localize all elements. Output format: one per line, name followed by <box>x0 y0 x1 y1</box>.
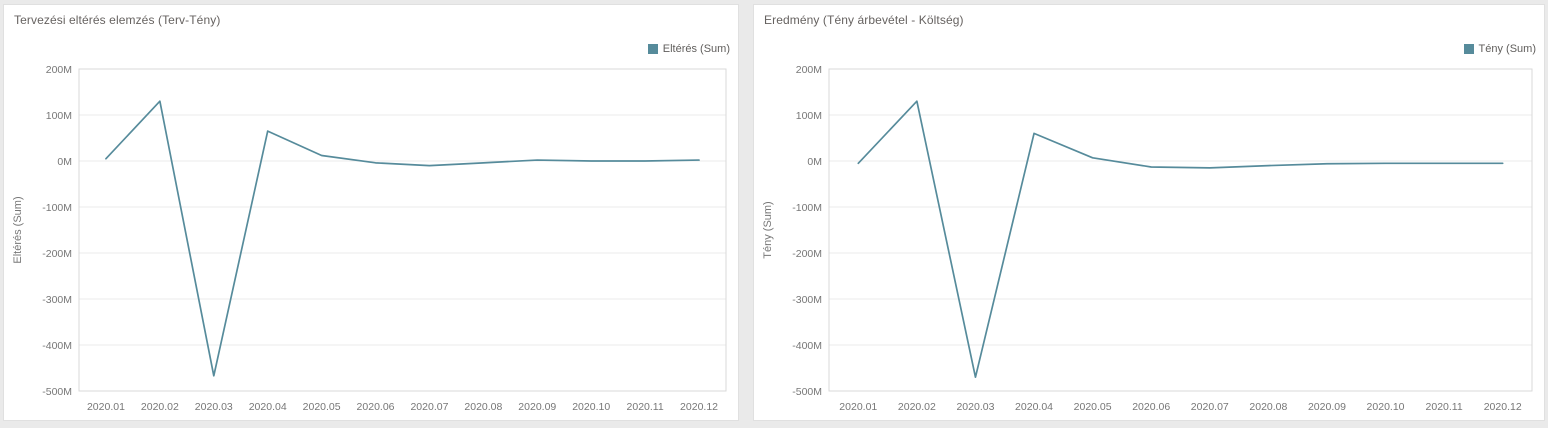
visual-card-planning-variance[interactable]: Tervezési eltérés elemzés (Terv-Tény) El… <box>3 4 739 421</box>
y-tick-label: 100M <box>46 110 72 122</box>
line-chart-planning-variance[interactable]: 200M 100M 0M -100M -200M -300M -400M -500M 2020.… <box>4 5 738 420</box>
legend-swatch-icon <box>1463 44 1474 54</box>
y-tick-label: -500M <box>42 386 72 398</box>
x-tick-label: 2020.04 <box>249 401 287 413</box>
legend-label: Tény (Sum) <box>1478 43 1536 55</box>
x-tick-label: 2020.05 <box>303 401 341 413</box>
plot-border <box>828 68 1533 392</box>
x-tick-label: 2020.02 <box>898 401 936 413</box>
data-line-Eltérés (Sum) <box>105 100 700 377</box>
y-tick-label: -300M <box>792 294 822 306</box>
x-tick-label: 2020.08 <box>1249 401 1287 413</box>
y-tick-label: -100M <box>42 202 72 214</box>
y-tick-label: -200M <box>792 248 822 260</box>
y-tick-label: -500M <box>792 386 822 398</box>
y-tick-label: -200M <box>42 248 72 260</box>
legend-label: Eltérés (Sum) <box>662 43 730 55</box>
legend[interactable]: Tény (Sum) <box>1463 43 1536 55</box>
x-tick-label: 2020.02 <box>141 401 179 413</box>
x-tick-label: 2020.09 <box>1308 401 1346 413</box>
x-tick-label: 2020.10 <box>1367 401 1405 413</box>
x-tick-label: 2020.07 <box>1191 401 1229 413</box>
data-line-Tény (Sum) <box>857 100 1504 379</box>
y-tick-label: 200M <box>46 64 72 76</box>
y-tick-label: 100M <box>796 110 822 122</box>
y-tick-label: 200M <box>796 64 822 76</box>
plot-border <box>78 68 727 392</box>
x-tick-label: 2020.11 <box>1426 401 1463 413</box>
y-tick-label: 0M <box>57 156 72 168</box>
x-tick-label: 2020.05 <box>1074 401 1112 413</box>
x-tick-label: 2020.08 <box>464 401 502 413</box>
y-tick-label: -100M <box>792 202 822 214</box>
x-tick-label: 2020.06 <box>1132 401 1170 413</box>
y-tick-label: -400M <box>792 340 822 352</box>
visual-card-result[interactable]: Eredmény (Tény árbevétel - Költség) Tény… <box>753 4 1545 421</box>
x-tick-label: 2020.11 <box>627 401 664 413</box>
line-chart-result[interactable]: 200M 100M 0M -100M -200M -300M -400M -500M 2020.… <box>754 5 1544 420</box>
x-tick-label: 2020.12 <box>1484 401 1522 413</box>
x-tick-label: 2020.01 <box>839 401 877 413</box>
x-tick-label: 2020.03 <box>195 401 233 413</box>
y-axis-title: Eltérés (Sum) <box>12 196 24 263</box>
legend-swatch-icon <box>647 44 658 54</box>
legend[interactable]: Eltérés (Sum) <box>647 43 730 55</box>
visual-title: Eredmény (Tény árbevétel - Költség) <box>764 13 964 27</box>
x-tick-label: 2020.06 <box>357 401 395 413</box>
y-tick-label: 0M <box>807 156 822 168</box>
x-tick-label: 2020.09 <box>518 401 556 413</box>
x-tick-label: 2020.07 <box>410 401 448 413</box>
x-tick-label: 2020.10 <box>572 401 610 413</box>
visual-title: Tervezési eltérés elemzés (Terv-Tény) <box>14 13 221 27</box>
x-tick-label: 2020.12 <box>680 401 718 413</box>
y-tick-label: -400M <box>42 340 72 352</box>
x-tick-label: 2020.03 <box>956 401 994 413</box>
x-tick-label: 2020.04 <box>1015 401 1053 413</box>
y-axis-title: Tény (Sum) <box>762 201 774 258</box>
y-tick-label: -300M <box>42 294 72 306</box>
x-tick-label: 2020.01 <box>87 401 125 413</box>
